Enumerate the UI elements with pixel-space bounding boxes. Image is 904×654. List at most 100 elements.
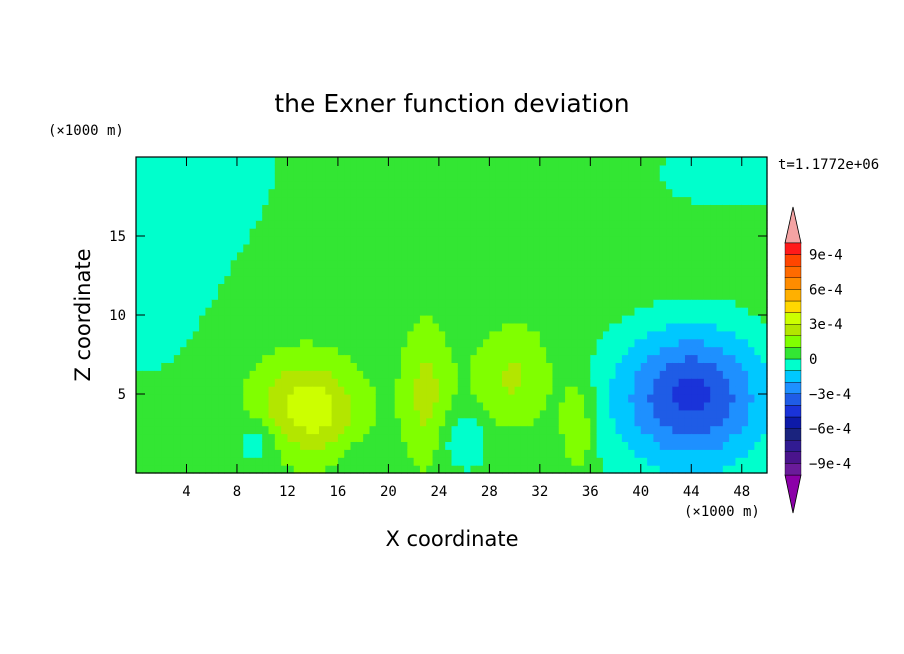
field-cell	[293, 259, 301, 269]
field-cell	[741, 196, 749, 205]
field-cell	[609, 157, 617, 166]
field-cell	[180, 259, 188, 269]
field-cell	[489, 267, 497, 277]
field-cell	[224, 291, 232, 300]
field-cell	[300, 157, 307, 166]
field-cell	[640, 275, 648, 284]
field-cell	[615, 212, 623, 221]
field-cell	[243, 386, 251, 395]
field-cell	[520, 299, 528, 308]
field-cell	[432, 378, 440, 387]
field-cell	[401, 164, 408, 174]
field-cell	[243, 299, 251, 308]
field-cell	[501, 243, 509, 253]
field-cell	[312, 449, 320, 458]
field-cell	[287, 267, 295, 277]
field-cell	[413, 362, 421, 371]
field-cell	[199, 401, 207, 411]
field-cell	[735, 204, 743, 213]
field-cell	[565, 386, 572, 395]
field-cell	[180, 283, 188, 292]
field-cell	[539, 378, 547, 387]
field-cell	[716, 283, 724, 292]
field-cell	[710, 409, 718, 419]
field-cell	[495, 196, 503, 205]
field-cell	[293, 228, 301, 237]
field-cell	[501, 236, 509, 245]
field-cell	[501, 204, 509, 213]
field-cell	[678, 338, 686, 348]
field-cell	[577, 275, 585, 284]
field-cell	[344, 425, 352, 435]
field-cell	[640, 180, 648, 190]
field-cell	[293, 386, 301, 395]
field-cell	[609, 251, 617, 261]
field-cell	[577, 338, 585, 348]
field-cell	[451, 291, 459, 300]
field-cell	[205, 394, 213, 403]
field-cell	[716, 196, 724, 205]
field-cell	[691, 465, 699, 474]
field-cell	[470, 370, 478, 379]
field-cell	[571, 212, 579, 221]
field-cell	[710, 259, 718, 269]
field-cell	[584, 251, 591, 261]
field-cell	[363, 394, 371, 403]
field-cell	[451, 425, 459, 435]
field-cell	[514, 362, 522, 371]
field-cell	[659, 370, 667, 379]
field-cell	[407, 394, 415, 403]
field-cell	[508, 291, 516, 300]
field-cell	[602, 275, 610, 284]
field-cell	[539, 228, 547, 237]
field-cell	[590, 354, 598, 363]
field-cell	[653, 236, 661, 245]
field-cell	[483, 417, 490, 427]
field-cell	[255, 465, 263, 474]
field-cell	[268, 275, 276, 284]
field-cell	[218, 172, 225, 182]
field-cell	[161, 425, 169, 435]
field-cell	[306, 204, 314, 213]
field-cell	[647, 386, 655, 395]
field-cell	[489, 204, 497, 213]
field-cell	[653, 378, 661, 387]
field-cell	[167, 362, 175, 371]
field-cell	[628, 322, 636, 332]
field-cell	[495, 204, 503, 213]
field-cell	[558, 172, 566, 182]
field-cell	[659, 338, 667, 348]
field-cell	[754, 401, 762, 411]
field-cell	[741, 291, 749, 300]
field-cell	[192, 425, 200, 435]
field-cell	[558, 394, 566, 403]
field-cell	[754, 212, 762, 221]
field-cell	[476, 251, 484, 261]
field-cell	[628, 457, 636, 466]
field-cell	[748, 441, 755, 450]
field-cell	[596, 441, 604, 450]
field-cell	[136, 267, 143, 277]
field-cell	[716, 204, 724, 213]
field-cell	[697, 267, 705, 277]
field-cell	[710, 330, 718, 340]
field-cell	[356, 386, 364, 395]
field-cell	[602, 299, 610, 308]
field-cell	[136, 409, 143, 419]
field-cell	[558, 457, 566, 466]
field-cell	[363, 322, 371, 332]
field-cell	[419, 212, 427, 221]
field-cell	[748, 275, 755, 284]
field-cell	[205, 307, 213, 316]
field-cell	[205, 457, 213, 466]
field-cell	[407, 370, 415, 379]
field-cell	[173, 157, 181, 166]
field-cell	[350, 243, 358, 253]
field-cell	[173, 417, 181, 427]
field-cell	[691, 212, 699, 221]
field-cell	[584, 370, 591, 379]
field-cell	[281, 243, 289, 253]
field-cell	[262, 417, 270, 427]
field-cell	[508, 172, 516, 182]
field-cell	[653, 228, 661, 237]
